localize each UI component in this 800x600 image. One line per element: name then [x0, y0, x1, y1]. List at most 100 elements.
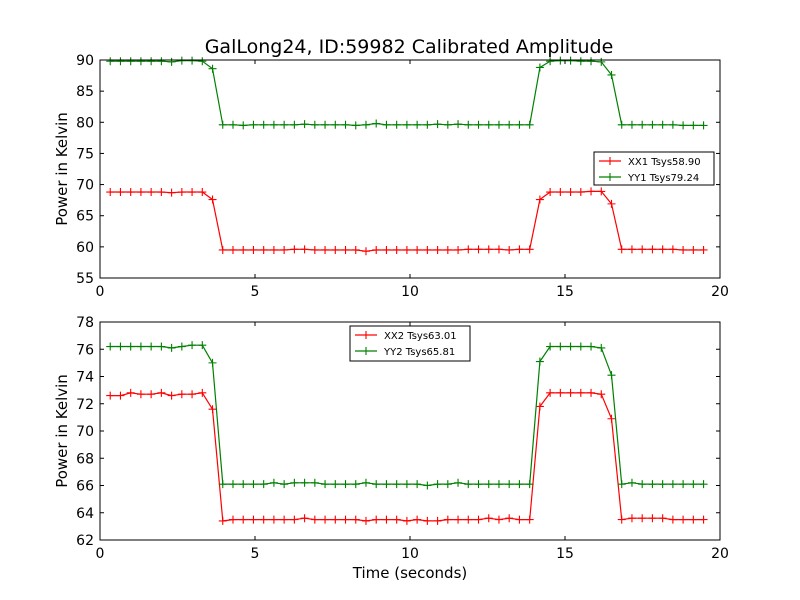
subplot-1: 0 5 10 15 20 55 60 65 70 75 80 85 90 Power in Kelvin X…: [53, 53, 729, 300]
data-point: [372, 245, 381, 254]
data-point: [525, 245, 534, 254]
data-point: [392, 480, 401, 489]
data-point: [525, 515, 534, 524]
data-point: [167, 188, 176, 197]
legend-marker: [362, 347, 370, 355]
data-point: [546, 388, 555, 397]
data-point: [525, 120, 534, 129]
data-point: [679, 245, 688, 254]
data-point: [198, 188, 207, 197]
data-point: [249, 245, 258, 254]
data-point: [617, 480, 626, 489]
data-point: [300, 514, 309, 523]
data-point: [505, 514, 514, 523]
data-point: [556, 56, 565, 65]
data-point: [372, 480, 381, 489]
data-point: [638, 120, 647, 129]
data-point: [454, 120, 463, 129]
y-tick-label: 76: [76, 342, 94, 358]
legend: XX1 Tsys58.90 YY1 Tsys79.24: [593, 151, 715, 186]
data-point: [413, 480, 422, 489]
data-point: [627, 120, 636, 129]
legend: XX2 Tsys63.01 YY2 Tsys65.81: [349, 325, 471, 362]
data-point: [505, 480, 514, 489]
legend-entry: XX1 Tsys58.90: [599, 157, 701, 168]
data-point: [157, 388, 166, 397]
data-point: [228, 480, 237, 489]
data-point: [413, 245, 422, 254]
data-point: [699, 121, 708, 130]
data-point: [699, 515, 708, 524]
data-point: [566, 388, 575, 397]
y-tick-label: 78: [76, 315, 94, 331]
data-point: [443, 245, 452, 254]
data-point: [525, 480, 534, 489]
legend-box: [593, 151, 715, 186]
data-point: [392, 245, 401, 254]
data-point: [638, 480, 647, 489]
data-point: [269, 245, 278, 254]
data-point: [361, 478, 370, 487]
data-point: [648, 480, 657, 489]
data-point: [239, 121, 248, 130]
x-tick-label: 15: [556, 284, 574, 300]
data-point: [147, 188, 156, 197]
data-point: [341, 515, 350, 524]
data-point: [464, 120, 473, 129]
data-point: [464, 515, 473, 524]
data-point: [228, 245, 237, 254]
data-point: [351, 245, 360, 254]
data-point: [658, 120, 667, 129]
data-point: [208, 358, 217, 367]
data-point: [382, 245, 391, 254]
x-tick-label: 10: [401, 284, 419, 300]
data-point: [177, 390, 186, 399]
data-point: [668, 120, 677, 129]
data-point: [361, 120, 370, 129]
data-point: [392, 515, 401, 524]
chart-title: GalLong24, ID:59982 Calibrated Amplitude: [205, 36, 614, 58]
data-point: [648, 120, 657, 129]
data-point: [218, 516, 227, 525]
data-point: [454, 245, 463, 254]
data-point: [136, 342, 145, 351]
series-1-2: [106, 56, 708, 130]
data-point: [147, 342, 156, 351]
x-tick-label: 0: [96, 284, 105, 300]
data-point: [259, 480, 268, 489]
series-2-2: [106, 341, 708, 490]
data-point: [607, 371, 616, 380]
data-point: [310, 120, 319, 129]
data-point: [535, 402, 544, 411]
legend-entry: XX2 Tsys63.01: [355, 331, 457, 342]
data-point: [239, 480, 248, 489]
x-tick-label: 20: [711, 546, 729, 562]
x-tick-label: 5: [251, 546, 260, 562]
data-point: [188, 341, 197, 350]
data-point: [208, 405, 217, 414]
data-point: [106, 391, 115, 400]
data-point: [290, 120, 299, 129]
data-point: [116, 188, 125, 197]
data-point: [617, 515, 626, 524]
data-point: [556, 188, 565, 197]
legend-entry: YY2 Tsys65.81: [355, 347, 455, 358]
data-point: [515, 120, 524, 129]
data-point: [576, 57, 585, 66]
x-tick-label: 5: [251, 284, 260, 300]
data-point: [126, 188, 135, 197]
data-point: [321, 515, 330, 524]
series-2-1: [106, 388, 708, 525]
y-axis-label: Power in Kelvin: [53, 112, 71, 226]
data-point: [372, 515, 381, 524]
data-point: [689, 121, 698, 130]
data-point: [494, 480, 503, 489]
data-point: [597, 57, 606, 66]
legend-marker: [606, 173, 614, 181]
data-point: [617, 120, 626, 129]
x-tick-label: 15: [556, 546, 574, 562]
data-point: [648, 245, 657, 254]
data-point: [587, 187, 596, 196]
